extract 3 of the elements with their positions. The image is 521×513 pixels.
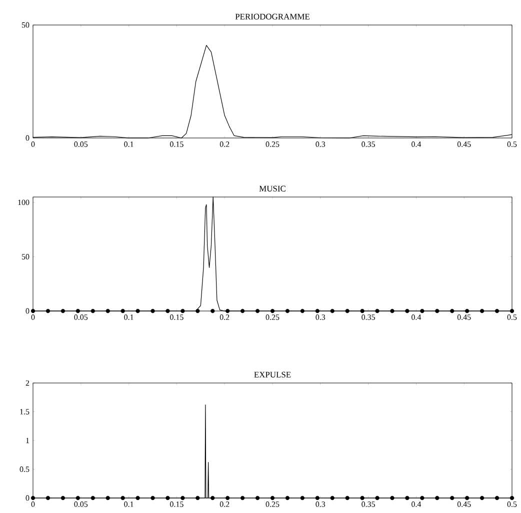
chart-title: MUSIC [259, 186, 286, 192]
chart-title: PERIODOGRAMME [235, 14, 310, 20]
chart-title: EXPULSE [254, 372, 291, 378]
